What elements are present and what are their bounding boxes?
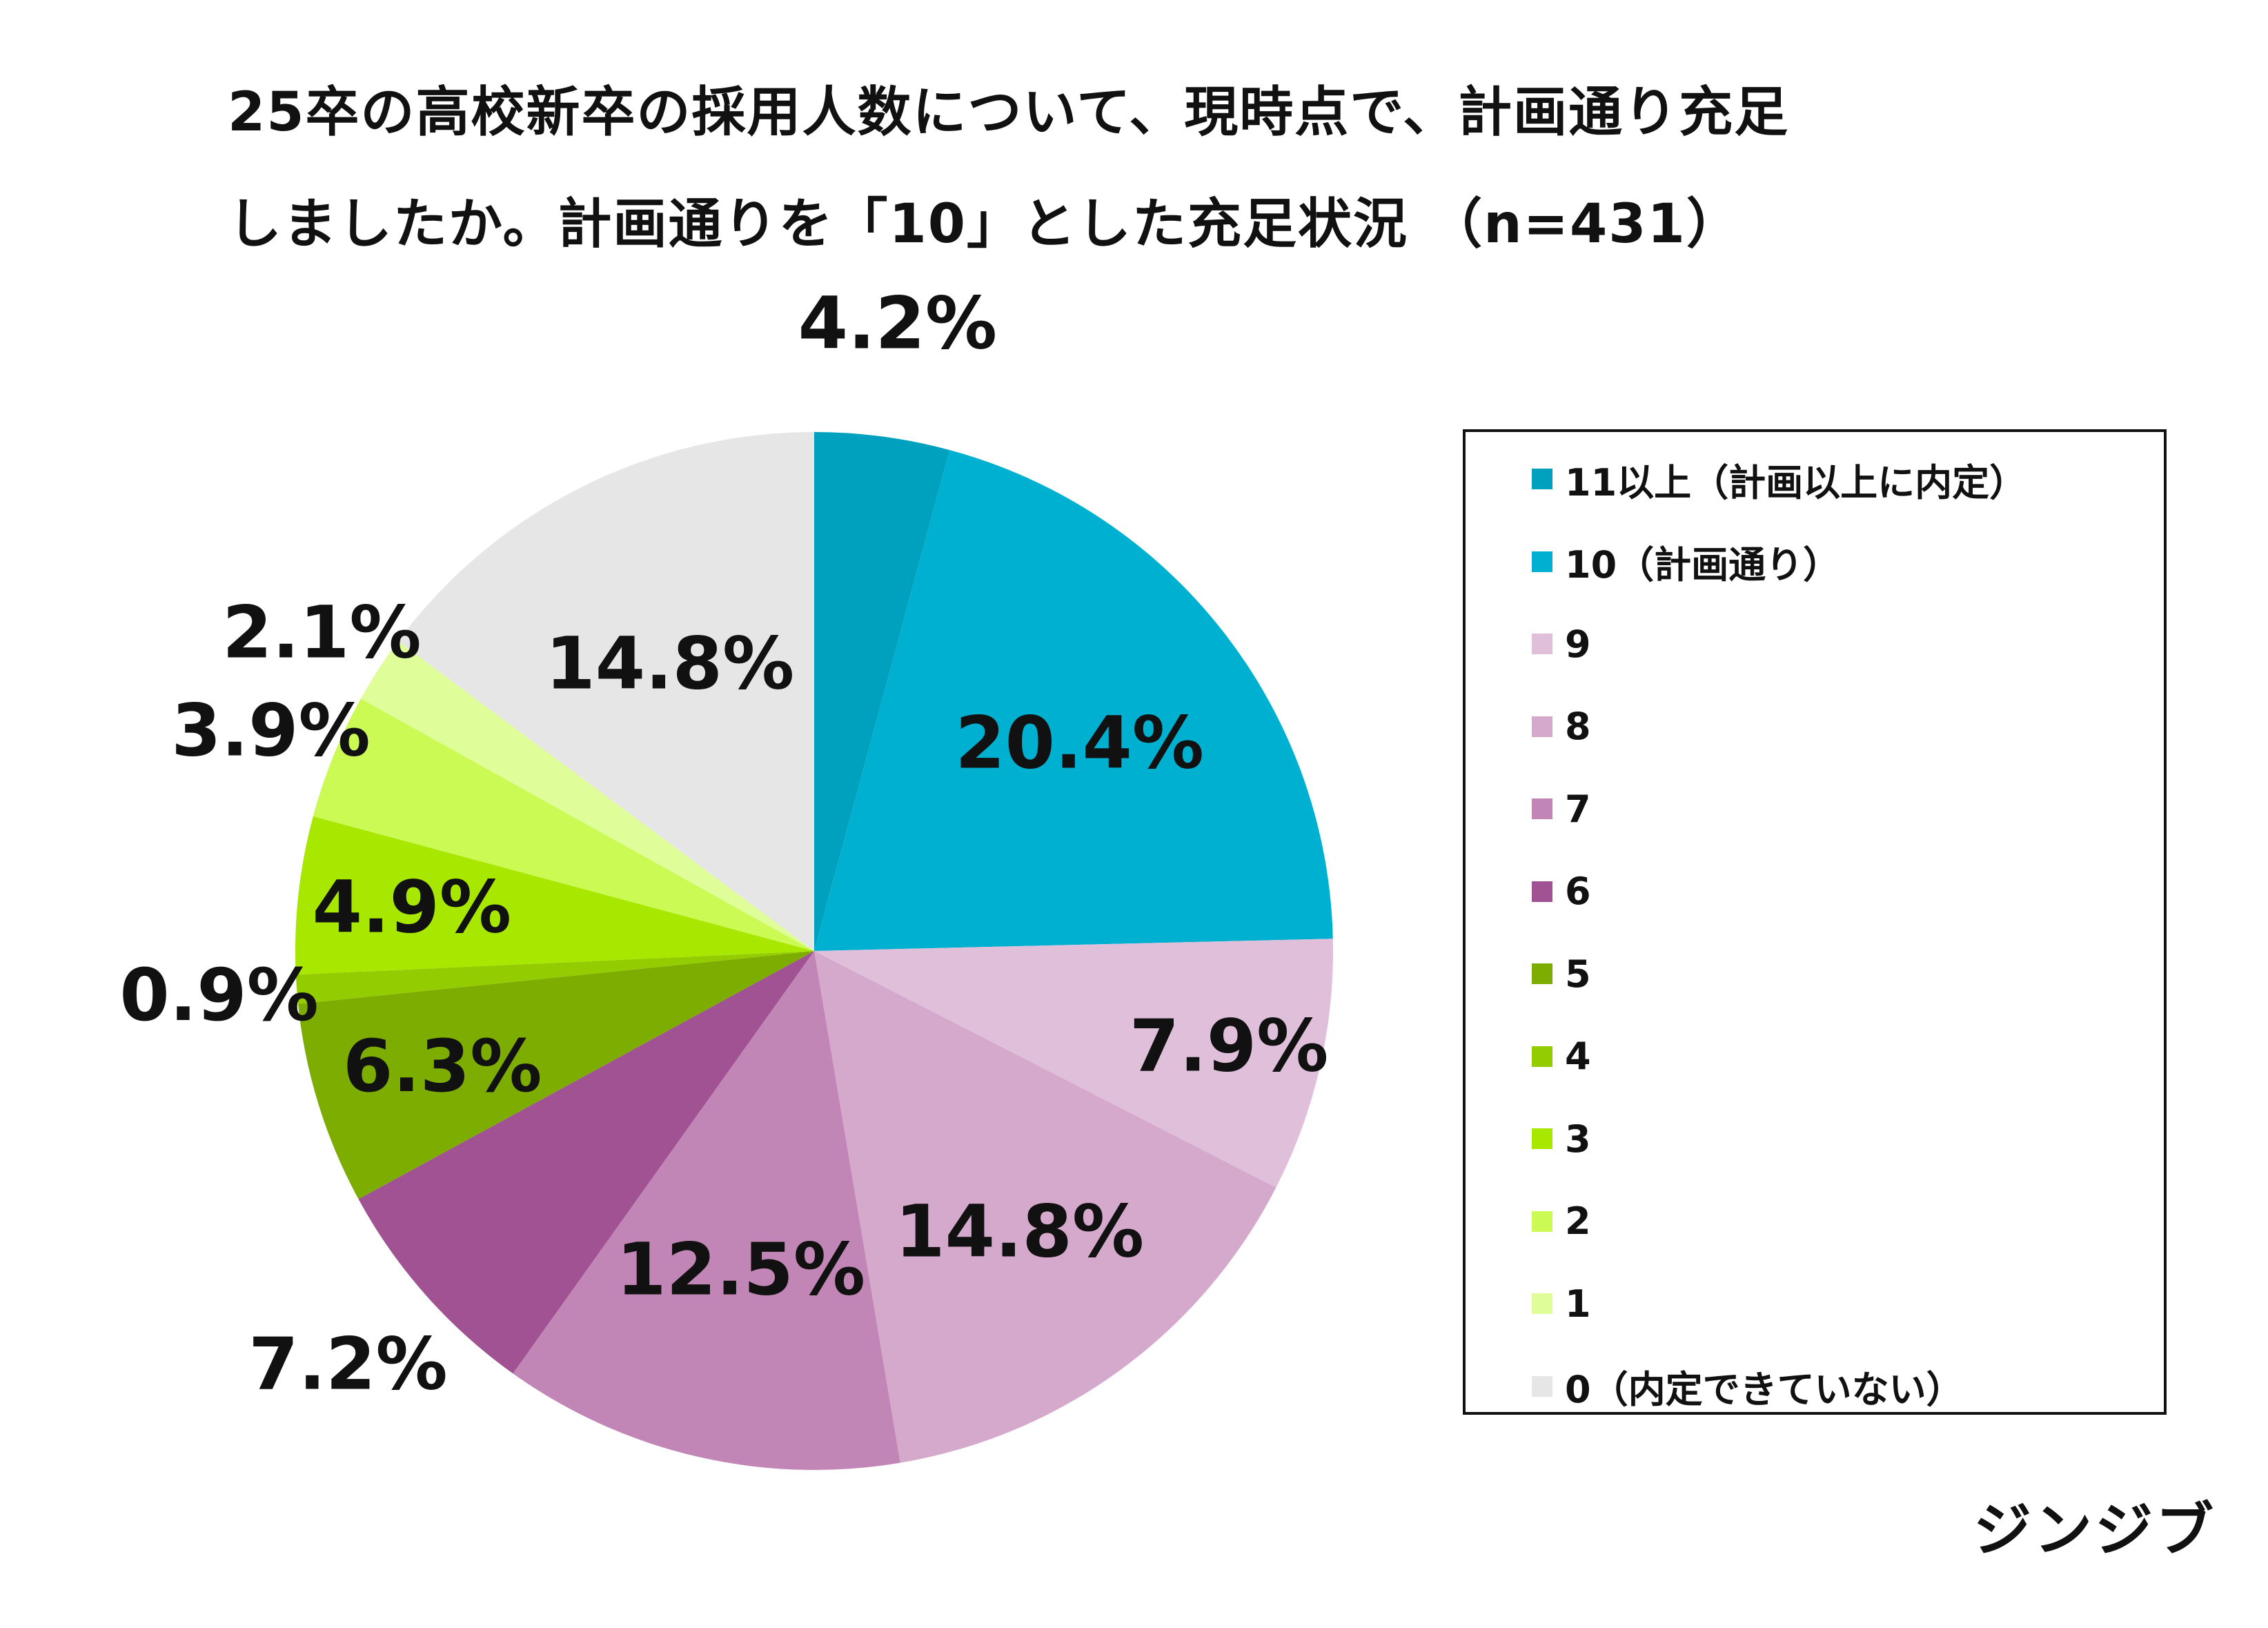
legend-item-2: 10（計画通り） [1532, 534, 1840, 589]
legend-item-7: 5 [1532, 946, 1591, 1001]
legend-swatch-3 [1532, 634, 1552, 654]
pie-slice-10 [313, 698, 815, 951]
legend-label-10: 2 [1565, 1199, 1591, 1243]
legend-swatch-6 [1532, 881, 1552, 902]
legend-item-5: 7 [1532, 781, 1591, 836]
legend-label-7: 5 [1565, 952, 1591, 996]
legend-swatch-12 [1532, 1375, 1552, 1397]
pie-slice-12 [397, 432, 814, 951]
data-label-3: 7.9% [1130, 1003, 1328, 1088]
pie-slice-3 [814, 939, 1333, 1188]
legend-label-11: 1 [1565, 1282, 1591, 1326]
legend-label-2: 10（計画通り） [1565, 543, 1841, 587]
legend-swatch-8 [1532, 1046, 1552, 1067]
legend-swatch-11 [1532, 1293, 1552, 1314]
legend-item-12: 0（内定できていない） [1532, 1359, 1964, 1414]
pie-slice-6 [358, 951, 814, 1374]
pie-data-labels: 4.2% 20.4% 7.9% 14.8% 12.5% 7.2% 6.3% 0.9%4.9% 3… [119, 282, 1328, 1406]
legend-label-3: 9 [1565, 622, 1591, 666]
data-label-1: 4.2% [798, 282, 997, 366]
chart-title-line-1: 25卒の高校新卒の採用人数について、現時点で、計画通り充足 [228, 81, 1790, 144]
pie-slice-8 [295, 951, 815, 1004]
data-label-10: 3.9% [171, 689, 370, 773]
pie-slice-1 [814, 432, 950, 951]
legend-swatch-4 [1532, 716, 1552, 737]
legend-swatch-5 [1532, 798, 1552, 819]
brand-logo: ジンジブ [1973, 1496, 2217, 1564]
legend-item-4: 8 [1532, 699, 1591, 754]
pie-slice-9 [295, 816, 814, 975]
data-label-2: 20.4% [955, 700, 1204, 785]
legend-label-6: 6 [1565, 870, 1591, 913]
data-label-12: 14.8% [545, 621, 794, 705]
legend-item-11: 1 [1532, 1276, 1591, 1331]
legend-label-12: 0（内定できていない） [1565, 1368, 1964, 1411]
legend-swatch-10 [1532, 1210, 1552, 1232]
data-label-9: 4.9% [313, 865, 511, 949]
data-label-4: 14.8% [895, 1189, 1144, 1273]
data-label-11: 2.1% [222, 591, 421, 675]
data-label-7: 6.3% [343, 1024, 542, 1108]
data-label-8: 0.9% [119, 953, 318, 1037]
legend-label-1: 11以上（計画以上に内定） [1565, 460, 2027, 504]
legend-swatch-7 [1532, 963, 1552, 984]
legend-swatch-9 [1532, 1128, 1552, 1149]
pie-slice-5 [513, 951, 900, 1470]
legend-item-9: 3 [1532, 1111, 1591, 1166]
legend-label-9: 3 [1565, 1117, 1591, 1161]
pie-slice-2 [814, 450, 1333, 951]
chart-title-line-2: しましたか。計画通りを「10」とした充足状況 （n=431） [228, 193, 1742, 255]
legend-label-8: 4 [1565, 1034, 1591, 1078]
legend-item-8: 4 [1532, 1029, 1591, 1084]
pie-slice-7 [297, 951, 814, 1199]
legend-item-3: 9 [1532, 616, 1591, 671]
pie-slice-11 [360, 640, 814, 951]
legend-swatch-2 [1532, 551, 1552, 572]
legend-item-10: 2 [1532, 1194, 1591, 1249]
legend-label-5: 7 [1565, 787, 1591, 831]
legend-item-6: 6 [1532, 864, 1591, 919]
chart-legend: 11以上（計画以上に内定） 10（計画通り） 9 8 7 6 5 4 3 2 1 0（内定できていない… [1463, 429, 2167, 1415]
legend-swatch-1 [1532, 469, 1552, 489]
pie-slices [295, 432, 1333, 1470]
legend-label-4: 8 [1565, 705, 1591, 748]
data-label-5: 12.5% [616, 1228, 865, 1312]
pie-slice-4 [814, 951, 1276, 1463]
legend-item-1: 11以上（計画以上に内定） [1532, 451, 2027, 507]
data-label-6: 7.2% [248, 1322, 447, 1406]
